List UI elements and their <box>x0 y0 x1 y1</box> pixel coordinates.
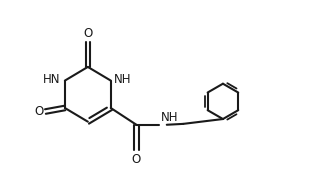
Text: O: O <box>34 105 43 118</box>
Text: NH: NH <box>161 111 178 124</box>
Text: NH: NH <box>114 73 132 86</box>
Text: O: O <box>83 27 92 40</box>
Text: HN: HN <box>43 73 61 86</box>
Text: O: O <box>132 153 141 166</box>
